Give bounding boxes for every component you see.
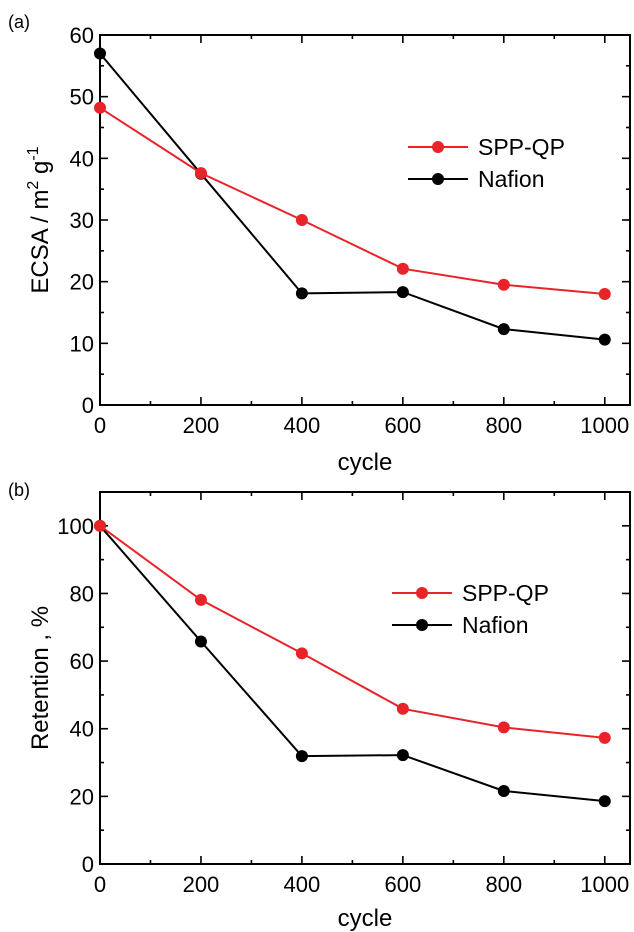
panel-b-y-ticks: 0 20 40 60 80 100 (57, 491, 630, 877)
panel-b-series (94, 519, 611, 808)
y-tick-label: 40 (70, 717, 94, 742)
panel-b-y-axis-label: Retention , % (27, 606, 54, 750)
x-tick-label: 0 (94, 872, 106, 897)
panel-b-data-point-nafion (497, 784, 510, 797)
panel-a-data-point-spp-qp (194, 167, 207, 180)
panel-b-data-point-spp-qp (94, 519, 106, 532)
y-tick-label: 60 (70, 23, 94, 48)
y-tick-label: 10 (70, 331, 94, 356)
panel-a-legend-spp-qp-label: SPP-QP (478, 134, 565, 160)
panel-b-data-point-spp-qp (295, 647, 308, 660)
panel-a-data-point-nafion (396, 286, 409, 299)
panel-b-data-point-spp-qp (396, 702, 409, 715)
panel-b-label: (b) (8, 480, 30, 500)
panel-a-legend-nafion-label: Nafion (478, 166, 544, 192)
x-tick-label: 1000 (580, 413, 629, 438)
x-tick-label: 200 (183, 872, 220, 897)
x-tick-label: 600 (384, 872, 421, 897)
y-tick-label: 0 (82, 393, 94, 418)
panel-a-data-point-nafion (94, 47, 106, 60)
y-tick-label: 40 (70, 146, 94, 171)
panel-b: (b) 0 200 400 600 800 1000 0 20 40 60 80 100 cycle… (8, 480, 631, 932)
x-tick-label: 1000 (580, 872, 629, 897)
x-tick-label: 800 (485, 872, 522, 897)
panel-a-series (94, 47, 611, 346)
panel-a-plot-frame (99, 34, 631, 406)
panel-b-legend-spp-qp-label: SPP-QP (462, 580, 549, 606)
panel-b-x-ticks: 0 200 400 600 800 1000 (94, 492, 629, 897)
y-tick-label: 100 (57, 514, 94, 539)
panel-b-data-point-nafion (598, 795, 611, 808)
panel-a-series-line-spp-qp (99, 106, 605, 295)
panel-a-label: (a) (8, 12, 30, 32)
panel-a-legend-nafion: Nafion (408, 166, 544, 192)
panel-a-data-point-nafion (295, 287, 308, 300)
panel-a-legend: SPP-QP Nafion (408, 134, 565, 192)
panel-b-legend-nafion-marker (416, 619, 428, 631)
panel-b-data-point-nafion (396, 749, 409, 762)
panel-a-data-point-nafion (598, 333, 611, 346)
panel-b-legend-spp-qp: SPP-QP (392, 580, 549, 606)
panel-b-series-line-nafion (99, 525, 605, 803)
panel-a-series-line-nafion (99, 52, 605, 341)
x-tick-label: 400 (284, 413, 321, 438)
panel-a-x-ticks: 0 200 400 600 800 1000 (94, 35, 629, 438)
panel-b-legend: SPP-QP Nafion (392, 580, 549, 638)
panel-a-data-point-nafion (497, 323, 510, 336)
panel-b-plot-frame (99, 491, 631, 865)
panel-b-series-line-spp-qp (99, 524, 605, 739)
panel-b-data-point-nafion (295, 750, 308, 763)
x-tick-label: 200 (183, 413, 220, 438)
y-tick-label: 30 (70, 208, 94, 233)
panel-a-y-axis-label: ECSA / m2 g-1 (25, 146, 54, 293)
y-tick-label: 0 (82, 852, 94, 877)
panel-b-x-axis-label: cycle (338, 905, 393, 932)
panel-a: (a) 0 200 400 600 800 1000 0 10 20 30 40 50 60 cycl… (8, 12, 631, 476)
panel-a-legend-spp-qp-marker (432, 141, 444, 153)
panel-b-data-point-spp-qp (194, 593, 207, 606)
x-tick-label: 400 (284, 872, 321, 897)
y-tick-label: 20 (70, 270, 94, 295)
y-tick-label: 50 (70, 85, 94, 110)
y-tick-label: 80 (70, 581, 94, 606)
panel-a-data-point-spp-qp (295, 214, 308, 226)
panel-a-x-axis-label: cycle (338, 449, 393, 476)
panel-a-legend-nafion-marker (432, 173, 444, 185)
panel-a-data-point-spp-qp (396, 262, 409, 275)
panel-b-legend-nafion: Nafion (392, 612, 528, 638)
panel-a-data-point-spp-qp (598, 288, 611, 300)
panel-b-data-point-spp-qp (598, 731, 611, 744)
panel-a-data-point-spp-qp (497, 278, 510, 291)
panel-a-legend-spp-qp: SPP-QP (408, 134, 565, 160)
x-tick-label: 800 (485, 413, 522, 438)
panel-b-data-point-spp-qp (497, 721, 510, 734)
panel-a-y-ticks: 0 10 20 30 40 50 60 (70, 23, 630, 418)
y-tick-label: 60 (70, 649, 94, 674)
panel-b-legend-nafion-label: Nafion (462, 612, 528, 638)
x-tick-label: 0 (94, 413, 106, 438)
panel-a-data-point-spp-qp (94, 101, 106, 114)
x-tick-label: 600 (384, 413, 421, 438)
y-tick-label: 20 (70, 784, 94, 809)
panel-b-data-point-nafion (194, 635, 207, 648)
panel-b-legend-spp-qp-marker (416, 587, 428, 599)
